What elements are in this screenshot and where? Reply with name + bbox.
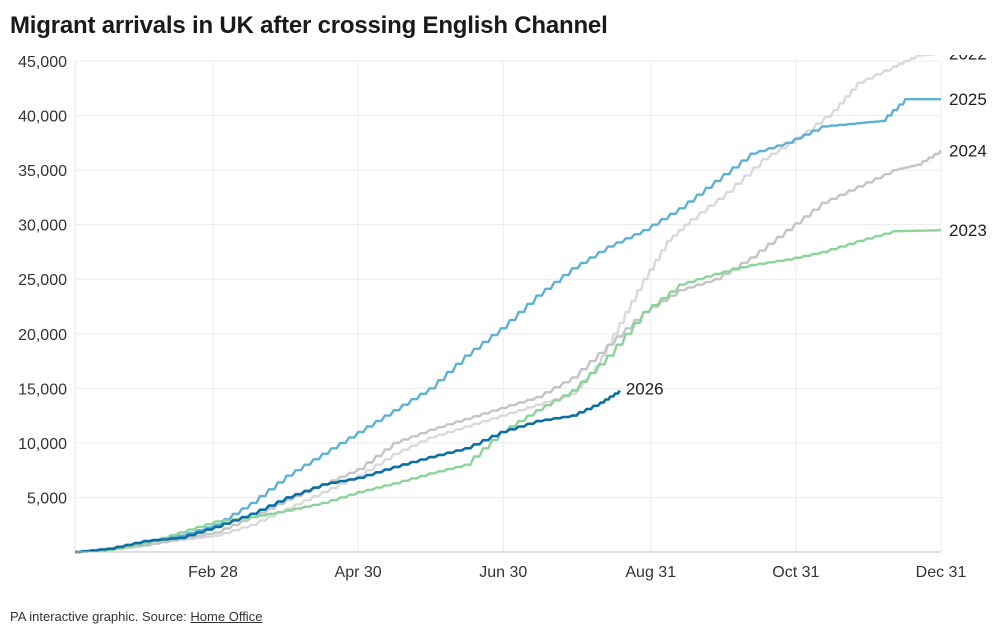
- x-tick-label: Feb 28: [188, 564, 238, 581]
- x-tick-label: Aug 31: [625, 564, 676, 581]
- series-line-2024: [75, 149, 942, 554]
- series-lines: [75, 55, 942, 554]
- x-tick-label: Oct 31: [772, 564, 819, 581]
- series-line-2022: [75, 55, 940, 554]
- series-label-2025: 2025: [949, 90, 987, 109]
- source-footer: PA interactive graphic. Source: Home Off…: [10, 609, 262, 624]
- y-tick-label: 35,000: [18, 163, 67, 180]
- y-tick-label: 10,000: [18, 436, 67, 453]
- y-tick-label: 20,000: [18, 327, 67, 344]
- series-labels: 2022 2025 2024 2023 2026: [626, 55, 987, 399]
- series-label-2022: 2022: [949, 55, 987, 63]
- series-line-2025: [75, 98, 941, 554]
- chart-title: Migrant arrivals in UK after crossing En…: [10, 12, 608, 39]
- y-tick-label: 30,000: [18, 218, 67, 235]
- y-tick-label: 40,000: [18, 109, 67, 126]
- series-line-2023: [75, 228, 942, 554]
- series-label-2024: 2024: [949, 141, 987, 160]
- y-tick-label: 15,000: [18, 381, 67, 398]
- x-tick-label: Dec 31: [916, 564, 967, 581]
- x-tick-label: Apr 30: [335, 564, 382, 581]
- y-tick-label: 45,000: [18, 55, 67, 71]
- axes: 5,000 10,000 15,000 20,000 25,000 30,000 35,00…: [18, 55, 966, 581]
- y-tick-label: 5,000: [27, 490, 67, 507]
- source-link[interactable]: Home Office: [190, 609, 263, 624]
- x-tick-label: Jun 30: [479, 564, 527, 581]
- y-tick-label: 25,000: [18, 272, 67, 289]
- series-label-2026: 2026: [626, 380, 664, 399]
- series-line-2026: [75, 389, 621, 554]
- footer-text: PA interactive graphic. Source:: [10, 609, 191, 624]
- series-label-2023: 2023: [949, 221, 987, 240]
- chart-area: 5,000 10,000 15,000 20,000 25,000 30,000 35,00…: [18, 55, 987, 581]
